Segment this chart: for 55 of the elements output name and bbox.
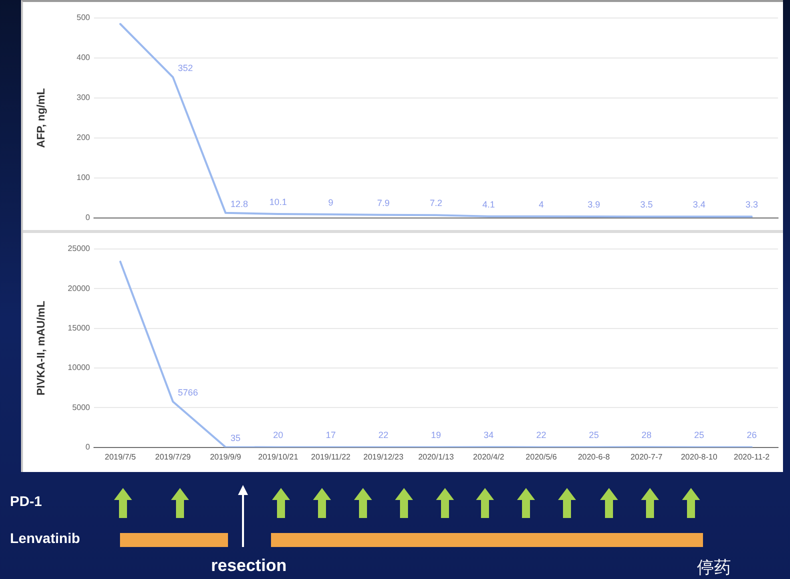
- data-label: 22: [536, 430, 546, 440]
- data-label: 3.4: [692, 200, 706, 210]
- data-label: 35: [230, 433, 241, 444]
- y-axis-title: PIVKA-II, mAU/mL: [36, 300, 48, 396]
- x-tick-label: 2020-8-10: [680, 452, 718, 462]
- data-label: 19: [430, 430, 442, 440]
- y-tick-label: 25000: [68, 244, 91, 254]
- data-label: 25: [588, 430, 599, 440]
- x-tick-label: 2019/12/23: [363, 452, 404, 462]
- x-tick-label: 2019/11/22: [311, 452, 352, 462]
- data-label: 9: [328, 197, 334, 208]
- data-label: 3.5: [640, 200, 653, 210]
- data-label: 22: [378, 430, 388, 440]
- y-tick-label: 300: [76, 93, 91, 102]
- x-tick-label: 2020-11-2: [734, 452, 770, 462]
- y-tick-label: 5000: [72, 402, 91, 412]
- text: 停药: [697, 558, 731, 578]
- text: Lenvatinib: [10, 530, 80, 546]
- y-tick-label: 10000: [68, 363, 91, 372]
- x-tick-label: 2019/7/5: [104, 452, 136, 462]
- y-tick-label: 200: [76, 133, 91, 142]
- x-tick-label: 2019/9/9: [210, 452, 242, 462]
- data-label: 20: [273, 430, 284, 440]
- x-tick-label: 2020/4/2: [473, 452, 505, 462]
- y-tick-label: 100: [76, 173, 91, 182]
- data-label: 12.8: [230, 198, 248, 209]
- y-tick-label: 0: [86, 442, 91, 452]
- text: PD-1: [10, 493, 42, 510]
- data-label: 4.1: [482, 199, 495, 210]
- data-label: 7.9: [377, 198, 390, 208]
- data-label: 3.3: [745, 200, 758, 210]
- data-label: 3.9: [588, 199, 600, 210]
- data-label: 7.2: [430, 198, 442, 208]
- x-tick-label: 2019/7/29: [155, 452, 192, 462]
- data-label: 10.1: [269, 196, 287, 207]
- data-label: 352: [178, 63, 193, 74]
- text: resection: [211, 556, 287, 576]
- y-tick-label: 20000: [68, 284, 91, 293]
- x-tick-label: 2020-6-8: [578, 452, 610, 462]
- x-tick-label: 2020-7-7: [630, 452, 664, 462]
- y-tick-label: 0: [86, 213, 91, 222]
- data-label: 17: [326, 430, 336, 440]
- y-tick-label: 400: [76, 53, 91, 62]
- y-axis-title: AFP, ng/mL: [36, 88, 48, 148]
- data-label: 34: [484, 430, 494, 440]
- y-tick-label: 500: [76, 13, 91, 22]
- y-tick-label: 15000: [68, 324, 91, 333]
- data-label: 4: [538, 199, 544, 210]
- x-tick-label: 2019/10/21: [258, 452, 299, 462]
- data-label: 26: [746, 430, 757, 440]
- data-label: 5766: [178, 388, 198, 398]
- data-label: 28: [641, 430, 652, 440]
- x-tick-label: 2020/5/6: [526, 452, 558, 462]
- x-tick-label: 2020/1/13: [418, 452, 454, 462]
- data-label: 25: [694, 430, 704, 440]
